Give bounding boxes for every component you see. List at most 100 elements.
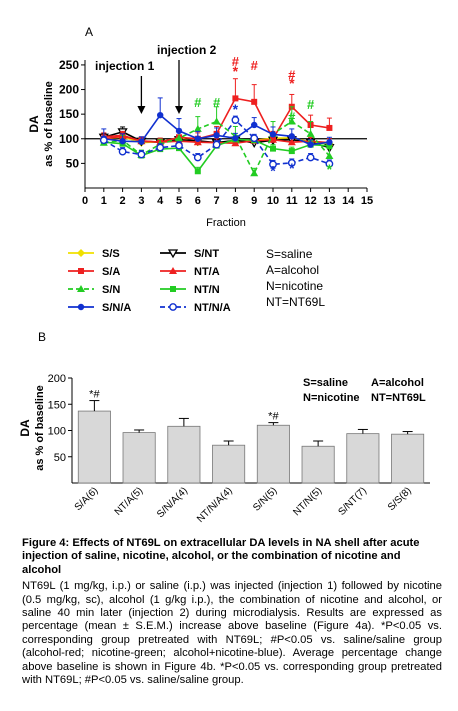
data-point <box>269 160 277 169</box>
data-point <box>194 135 201 142</box>
data-point <box>212 140 221 149</box>
data-point <box>175 127 183 135</box>
data-point <box>194 168 201 175</box>
data-point <box>325 152 334 159</box>
legend-item-nt-n: NT/N <box>160 284 220 296</box>
significance-mark: # <box>194 95 202 110</box>
data-point <box>231 116 240 124</box>
abbreviation-text: NT=NT69L <box>266 295 325 309</box>
significance-mark: # <box>288 110 296 125</box>
panel-b-label: B <box>38 330 46 344</box>
legend-item-nt-n-a: NT/N/A <box>160 302 231 314</box>
data-point <box>326 124 333 131</box>
significance-mark: # <box>251 58 259 73</box>
panel-a-x-tick-label: 7 <box>214 195 220 207</box>
panel-a-x-tick-label: 14 <box>342 195 355 207</box>
abbreviation-text: A=alcohol <box>266 263 319 277</box>
category-label: NT/N(5) <box>291 485 324 518</box>
panel-a-x-tick-label: 2 <box>120 195 126 207</box>
panel-a-x-tick-label: 12 <box>304 195 316 207</box>
panel-a-y-tick-label: 200 <box>59 83 79 97</box>
panel-a-x-tick-label: 10 <box>267 195 279 207</box>
panel-a-x-tick-label: 13 <box>323 195 335 207</box>
panel-a-x-tick-label: 11 <box>286 195 298 207</box>
data-point <box>250 169 259 177</box>
legend-label: NT/N <box>194 284 220 296</box>
injection-2-arrowhead <box>175 106 183 114</box>
bar <box>122 432 156 484</box>
data-point <box>269 135 277 143</box>
legend-item-s-nt: S/NT <box>160 248 219 260</box>
data-point <box>287 138 296 146</box>
panel-b-ylabel-1: DA <box>18 419 32 437</box>
category-label: S/NT(7) <box>336 485 369 518</box>
data-point <box>137 150 146 159</box>
panel-a-ylabel-1: DA <box>27 115 41 133</box>
legend-label: S/N/A <box>102 302 131 314</box>
caption-body: NT69L (1 mg/kg, i.p.) or saline (i.p.) w… <box>22 580 442 687</box>
bar <box>346 433 380 484</box>
data-point <box>118 147 127 156</box>
significance-mark: * <box>289 75 295 91</box>
significance-mark: # <box>213 95 221 110</box>
panel-a-x-tick-label: 4 <box>157 195 164 207</box>
data-point <box>157 111 164 119</box>
series-s-n-a <box>100 97 333 148</box>
legend-item-s-s: S/S <box>68 248 120 260</box>
panel-a-label: A <box>85 25 93 39</box>
category-label: S/A(6) <box>73 485 101 513</box>
significance-mark: * <box>289 160 295 176</box>
legend-marker <box>169 303 177 311</box>
data-point <box>326 142 333 149</box>
data-point <box>119 138 126 145</box>
legend-item-s-n-a: S/N/A <box>68 302 131 314</box>
legend-label: S/N <box>102 284 120 296</box>
bar <box>301 445 335 484</box>
category-label: S/S(8) <box>386 485 414 513</box>
panel-b-bar-chart: B DA as % of baseline 50 100 150 200 *# S/A(6) NT… <box>18 330 430 525</box>
data-point <box>306 153 315 162</box>
injection-1-arrowhead <box>137 106 146 114</box>
data-point <box>156 143 165 152</box>
panel-b-y-tick-label: 50 <box>54 452 66 464</box>
data-point <box>288 148 295 155</box>
bar <box>212 444 246 484</box>
abbreviation-text: A=alcohol <box>371 377 424 389</box>
legend-marker <box>170 286 176 292</box>
category-label: NT/A(5) <box>113 485 146 518</box>
panel-b-ylabel-2: as % of baseline <box>34 385 46 471</box>
legend-marker <box>167 249 179 259</box>
injection-1-label: injection 1 <box>95 59 155 73</box>
data-point <box>307 141 314 148</box>
category-label: S/N(5) <box>251 485 279 513</box>
data-point <box>231 139 240 147</box>
significance-mark: # <box>307 97 315 112</box>
bar <box>167 425 201 484</box>
panel-a-x-tick-label: 1 <box>101 195 107 207</box>
data-point <box>287 117 296 125</box>
significance-mark: * <box>327 161 333 177</box>
data-point <box>99 136 108 145</box>
bar <box>77 410 111 484</box>
data-point <box>213 132 220 139</box>
data-point <box>326 139 333 146</box>
panel-b-y-tick-label: 200 <box>48 373 66 385</box>
data-point <box>232 135 239 142</box>
significance-mark: # <box>232 54 240 69</box>
legend-marker <box>77 249 85 257</box>
panel-b-y-tick-label: 150 <box>48 399 66 411</box>
data-point <box>251 98 258 105</box>
caption-title: Figure 4: Effects of NT69L on extracellu… <box>22 537 420 576</box>
significance-mark: *# <box>89 389 100 401</box>
panel-a-y-tick-label: 150 <box>59 107 79 121</box>
bar <box>391 433 425 484</box>
panel-a-y-tick-label: 100 <box>59 132 79 146</box>
significance-mark: * <box>233 101 239 117</box>
legend-marker <box>78 268 84 274</box>
data-point <box>250 134 259 143</box>
data-point <box>193 124 202 132</box>
data-point <box>306 129 315 137</box>
data-point <box>270 145 276 152</box>
data-point <box>325 159 334 168</box>
